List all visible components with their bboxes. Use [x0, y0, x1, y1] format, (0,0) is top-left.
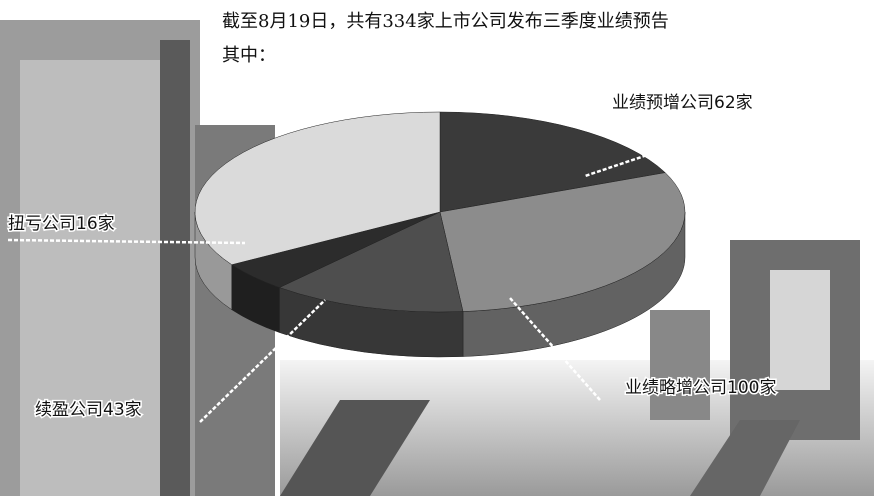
leader-line — [7, 238, 246, 245]
slice — [278, 211, 464, 313]
value-label: 62家 — [714, 93, 753, 113]
chart-title: 截至8月19日，共有334家上市公司发布三季度业绩预告 — [222, 11, 669, 32]
category-name: 续盈公司 — [35, 400, 103, 420]
leader-line — [199, 299, 326, 423]
slice — [194, 111, 441, 265]
chart-subtitle: 其中： — [222, 45, 276, 66]
slice-label: 业绩略增公司100家 — [625, 378, 776, 398]
value-label: 43家 — [103, 400, 142, 420]
pie — [194, 111, 686, 358]
category-name: 业绩略增公司 — [625, 378, 727, 398]
slice-label: 扭亏公司16家 — [8, 214, 115, 234]
value-label: 100家 — [727, 378, 776, 398]
slice-label: 续盈公司43家 — [35, 400, 142, 420]
slice-label: 业绩预增公司62家 — [612, 93, 753, 113]
leader-line — [584, 115, 761, 178]
slice — [439, 172, 686, 312]
leader-line — [509, 297, 601, 401]
value-label: 16家 — [76, 214, 115, 234]
category-name: 业绩预增公司 — [612, 93, 714, 113]
category-name: 扭亏公司 — [8, 214, 76, 234]
slice — [439, 111, 666, 213]
